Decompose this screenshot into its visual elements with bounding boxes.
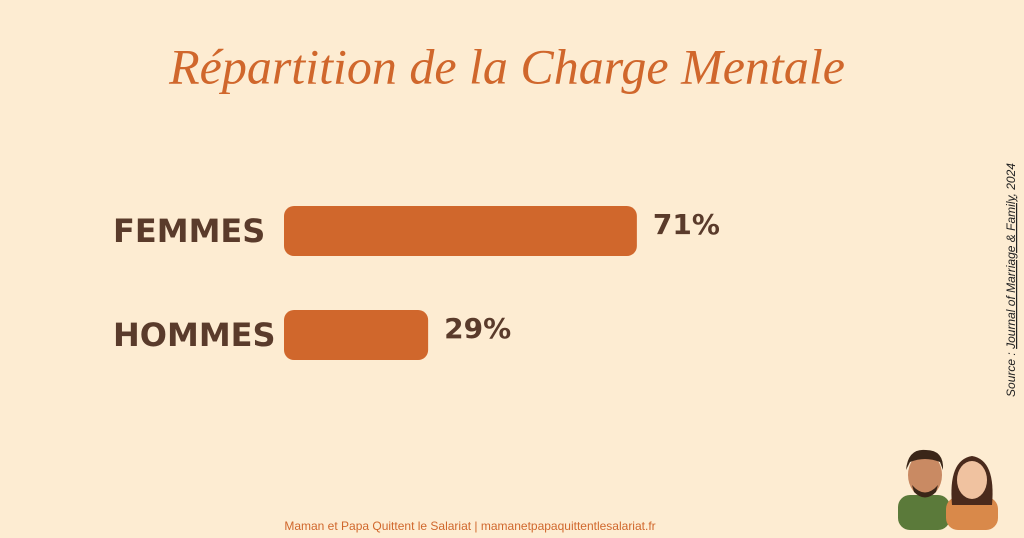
man-hair <box>906 449 944 470</box>
source-label: Source : <box>1004 352 1018 397</box>
bar <box>284 206 637 256</box>
footer: Maman et Papa Quittent le Salariat | mam… <box>284 519 655 533</box>
illustration <box>898 449 998 530</box>
man-beard <box>912 485 938 498</box>
man-body <box>898 495 950 530</box>
value-label: 71% <box>653 208 720 241</box>
bar <box>284 310 429 360</box>
category-label: HOMMES <box>113 316 276 354</box>
source-year: , 2024 <box>1004 163 1018 197</box>
source-note: Source : Journal of Marriage & Family, 2… <box>1004 163 1018 397</box>
bar-area: FEMMES 71% HOMMES 29% <box>113 206 720 360</box>
chart-title: Répartition de la Charge Mentale <box>168 38 845 94</box>
value-label: 29% <box>444 312 511 345</box>
category-label: FEMMES <box>113 212 265 250</box>
woman-face <box>957 461 987 499</box>
source-journal: Journal of Marriage & Family <box>1004 195 1018 350</box>
woman-body <box>946 497 998 530</box>
man-face <box>908 453 942 497</box>
